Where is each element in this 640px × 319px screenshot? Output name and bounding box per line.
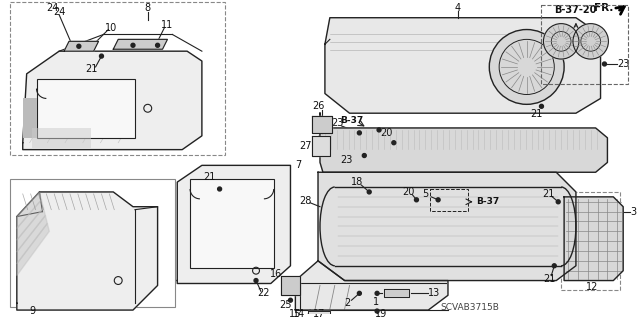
Text: 11: 11 [161, 19, 173, 30]
Text: 8: 8 [145, 3, 151, 13]
Circle shape [77, 44, 81, 48]
Polygon shape [17, 192, 157, 310]
Text: B-37: B-37 [340, 115, 363, 125]
Circle shape [392, 141, 396, 145]
Text: 14: 14 [293, 309, 305, 319]
Polygon shape [325, 18, 600, 113]
Text: 4: 4 [455, 3, 461, 13]
Text: 21: 21 [86, 64, 98, 74]
Text: 1: 1 [373, 297, 379, 307]
Circle shape [367, 190, 371, 194]
Bar [10, 179, 175, 307]
Circle shape [490, 30, 564, 104]
Polygon shape [17, 208, 45, 252]
Polygon shape [17, 223, 49, 276]
Text: FR.: FR. [594, 3, 613, 13]
Circle shape [99, 54, 104, 58]
Circle shape [254, 278, 258, 283]
Circle shape [415, 198, 419, 202]
Circle shape [289, 298, 292, 302]
Text: 27: 27 [299, 141, 312, 151]
Circle shape [556, 200, 560, 204]
Polygon shape [17, 192, 42, 228]
Polygon shape [17, 200, 44, 240]
Text: 28: 28 [299, 196, 312, 206]
Bar [430, 189, 468, 211]
Circle shape [573, 24, 609, 59]
Text: 6: 6 [317, 133, 323, 143]
Circle shape [602, 62, 607, 66]
Bar [36, 79, 135, 138]
Text: 20: 20 [403, 187, 415, 197]
Circle shape [552, 264, 556, 268]
Text: 23: 23 [617, 59, 629, 69]
Polygon shape [312, 136, 330, 156]
Text: 23: 23 [332, 118, 344, 128]
Polygon shape [308, 311, 330, 314]
Circle shape [375, 309, 379, 313]
Bar [561, 192, 620, 290]
Bar [31, 128, 91, 148]
Circle shape [436, 198, 440, 202]
Text: 12: 12 [586, 282, 598, 293]
Polygon shape [177, 165, 291, 284]
Text: 17: 17 [313, 309, 325, 319]
Text: 10: 10 [105, 23, 118, 33]
Text: 2: 2 [344, 298, 351, 308]
Text: B-37: B-37 [476, 197, 499, 206]
Text: 3: 3 [630, 207, 636, 217]
Polygon shape [113, 39, 168, 49]
Circle shape [131, 43, 135, 47]
Text: B-37-20: B-37-20 [554, 5, 596, 15]
Text: 21: 21 [531, 109, 543, 119]
Text: 13: 13 [428, 288, 440, 298]
Text: 15: 15 [289, 309, 301, 319]
Polygon shape [564, 197, 623, 280]
Circle shape [543, 24, 579, 59]
Text: 7: 7 [295, 160, 301, 170]
Text: 24: 24 [46, 3, 58, 13]
Text: 23: 23 [340, 155, 353, 166]
Text: 20: 20 [380, 128, 392, 138]
Text: 25: 25 [279, 300, 292, 310]
Text: 24: 24 [53, 7, 65, 17]
Circle shape [357, 131, 362, 135]
Text: 21: 21 [204, 172, 216, 182]
Text: 16: 16 [269, 269, 282, 278]
Bar [23, 99, 36, 138]
Polygon shape [312, 116, 332, 133]
Circle shape [218, 187, 221, 191]
Polygon shape [320, 113, 607, 172]
Polygon shape [17, 216, 47, 264]
Text: 22: 22 [258, 288, 270, 298]
Polygon shape [23, 51, 202, 150]
Polygon shape [318, 172, 576, 280]
Text: 21: 21 [543, 274, 556, 284]
Circle shape [357, 291, 362, 295]
Circle shape [540, 104, 543, 108]
Polygon shape [384, 289, 408, 297]
Polygon shape [64, 41, 99, 51]
Polygon shape [280, 276, 300, 295]
Bar [190, 179, 274, 268]
Text: 21: 21 [542, 189, 554, 199]
Bar [541, 5, 628, 84]
Text: 18: 18 [351, 177, 364, 187]
Text: 9: 9 [29, 306, 36, 316]
Text: SCVAB3715B: SCVAB3715B [440, 303, 499, 312]
Text: 5: 5 [422, 189, 428, 199]
Polygon shape [296, 261, 448, 310]
Circle shape [362, 153, 366, 158]
Bar [10, 2, 225, 154]
Text: 26: 26 [312, 101, 324, 111]
Circle shape [156, 43, 159, 47]
Circle shape [377, 128, 381, 132]
Text: 19: 19 [375, 309, 387, 319]
Circle shape [375, 291, 379, 295]
